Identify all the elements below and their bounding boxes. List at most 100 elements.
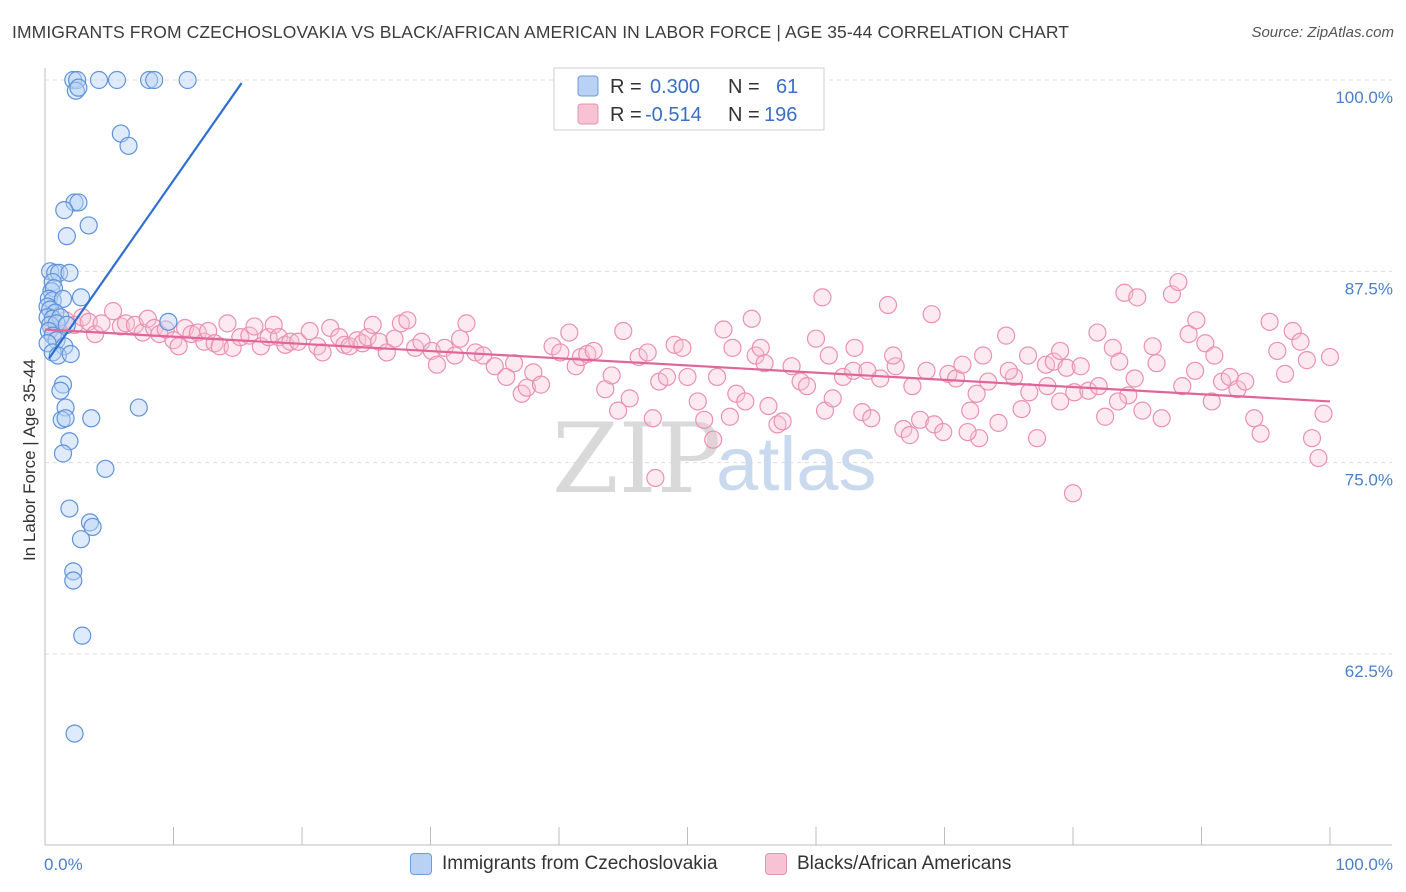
blue-point-47 [129, 398, 148, 417]
bottom-legend-item-pink: Blacks/African Americans [765, 850, 1011, 878]
axes [44, 68, 1392, 846]
gridlines [45, 79, 1392, 655]
pink-point-196 [1147, 354, 1166, 373]
pink-point-137 [1057, 358, 1076, 377]
blue-point-58 [71, 530, 91, 549]
legend-n-value-1: 61 [776, 76, 798, 98]
legend-n-label-2: N = [728, 104, 760, 126]
pink-point-70 [531, 375, 551, 394]
pink-point-142 [1096, 407, 1115, 426]
watermark-zip: ZIP [552, 403, 721, 515]
pink-point-197 [1173, 377, 1192, 396]
source-label: Source: ZipAtlas.com [1251, 24, 1394, 41]
pink-point-183 [819, 346, 838, 365]
pink-point-112 [862, 409, 881, 428]
pink-point-125 [961, 401, 980, 420]
pink-point-155 [1205, 346, 1224, 365]
pink-point-132 [1020, 383, 1039, 402]
trend-line-0 [47, 82, 243, 360]
y-tick-label-3: 100.0% [1335, 88, 1393, 107]
legend-r-value-2: -0.514 [645, 104, 702, 126]
legend-r-label-2: R = [610, 104, 642, 126]
pink-point-68 [517, 378, 536, 397]
pink-point-129 [997, 326, 1016, 345]
legend-swatch-blue [577, 75, 599, 97]
pink-point-102 [773, 412, 792, 431]
pink-point-95 [720, 407, 740, 426]
pink-point-139 [1071, 357, 1090, 376]
pink-point-114 [878, 295, 898, 315]
bottom-legend-swatch-pink [765, 853, 787, 875]
pink-point-178 [958, 422, 977, 442]
chart-title: IMMIGRANTS FROM CZECHOSLOVAKIA VS BLACK/… [12, 22, 1070, 42]
y-tick-label-2: 87.5% [1345, 279, 1393, 298]
blue-point-19 [60, 263, 79, 282]
blue-point-11 [65, 193, 84, 212]
legend-n-label-1: N = [728, 76, 760, 98]
stats-legend: R = 0.300 N = 61 R = -0.514 N = 196 [553, 67, 825, 131]
pink-point-66 [504, 354, 524, 373]
blue-point-57 [83, 517, 102, 537]
pink-point-198 [1185, 361, 1205, 380]
blue-point-14 [79, 216, 98, 235]
pink-point-146 [1125, 369, 1144, 388]
pink-point-168 [1302, 429, 1322, 448]
pink-point-57 [427, 355, 447, 374]
bottom-legend-label-blue: Immigrants from Czechoslovakia [442, 853, 718, 874]
pink-point-37 [289, 332, 308, 351]
pink-point-193 [1051, 392, 1070, 411]
pink-point-111 [853, 403, 872, 422]
pink-point-149 [1152, 409, 1171, 428]
pink-point-13 [138, 309, 157, 328]
pink-point-4 [73, 308, 92, 327]
blue-point-44 [159, 312, 178, 331]
pink-point-45 [348, 331, 367, 350]
pink-point-182 [755, 354, 774, 373]
trend-line-1 [44, 328, 1331, 403]
pink-point-170 [1314, 404, 1333, 423]
pink-point-159 [1236, 372, 1255, 391]
pink-point-128 [989, 413, 1008, 432]
pink-point-176 [1128, 288, 1147, 307]
pink-point-115 [886, 357, 905, 376]
y-tick-labels: 62.5% 75.0% 87.5% 100.0% [1335, 88, 1393, 681]
pink-point-153 [1187, 311, 1206, 330]
y-tick-label-0: 62.5% [1345, 662, 1393, 681]
pink-point-167 [1297, 351, 1316, 370]
pink-point-53 [398, 311, 417, 330]
blue-point-60 [64, 571, 83, 590]
watermark-atlas: atlas [716, 422, 877, 507]
pink-point-72 [551, 343, 570, 362]
pink-point-85 [643, 409, 662, 428]
pink-point-181 [723, 338, 742, 357]
y-axis-label: In Labor Force | Age 35-44 [20, 359, 39, 561]
blue-point-5 [145, 70, 164, 90]
pink-point-180 [704, 430, 723, 449]
pink-point-26 [218, 314, 237, 333]
pink-point-79 [602, 366, 621, 385]
blue-point-25 [53, 289, 73, 308]
blue-point-62 [65, 724, 84, 743]
pink-point-74 [566, 357, 585, 376]
pink-point-48 [363, 315, 382, 335]
pink-point-108 [823, 389, 842, 408]
pink-point-109 [833, 367, 853, 387]
pink-point-140 [1079, 381, 1098, 400]
blue-point-3 [107, 70, 127, 90]
blue-point-6 [178, 70, 197, 90]
pink-point-195 [1108, 392, 1128, 411]
pink-point-84 [638, 343, 657, 362]
blue-point-4 [139, 70, 159, 90]
pink-point-151 [1169, 272, 1188, 292]
pink-point-199 [1202, 392, 1221, 411]
pink-point-100 [759, 396, 778, 416]
blue-point-7 [66, 81, 85, 100]
pink-point-164 [1275, 364, 1295, 383]
pink-point-59 [445, 346, 465, 365]
pink-point-131 [1012, 399, 1031, 419]
pink-point-81 [614, 321, 633, 341]
blue-point-13 [55, 201, 74, 220]
pink-point-171 [1320, 347, 1340, 367]
pink-point-105 [797, 377, 817, 396]
